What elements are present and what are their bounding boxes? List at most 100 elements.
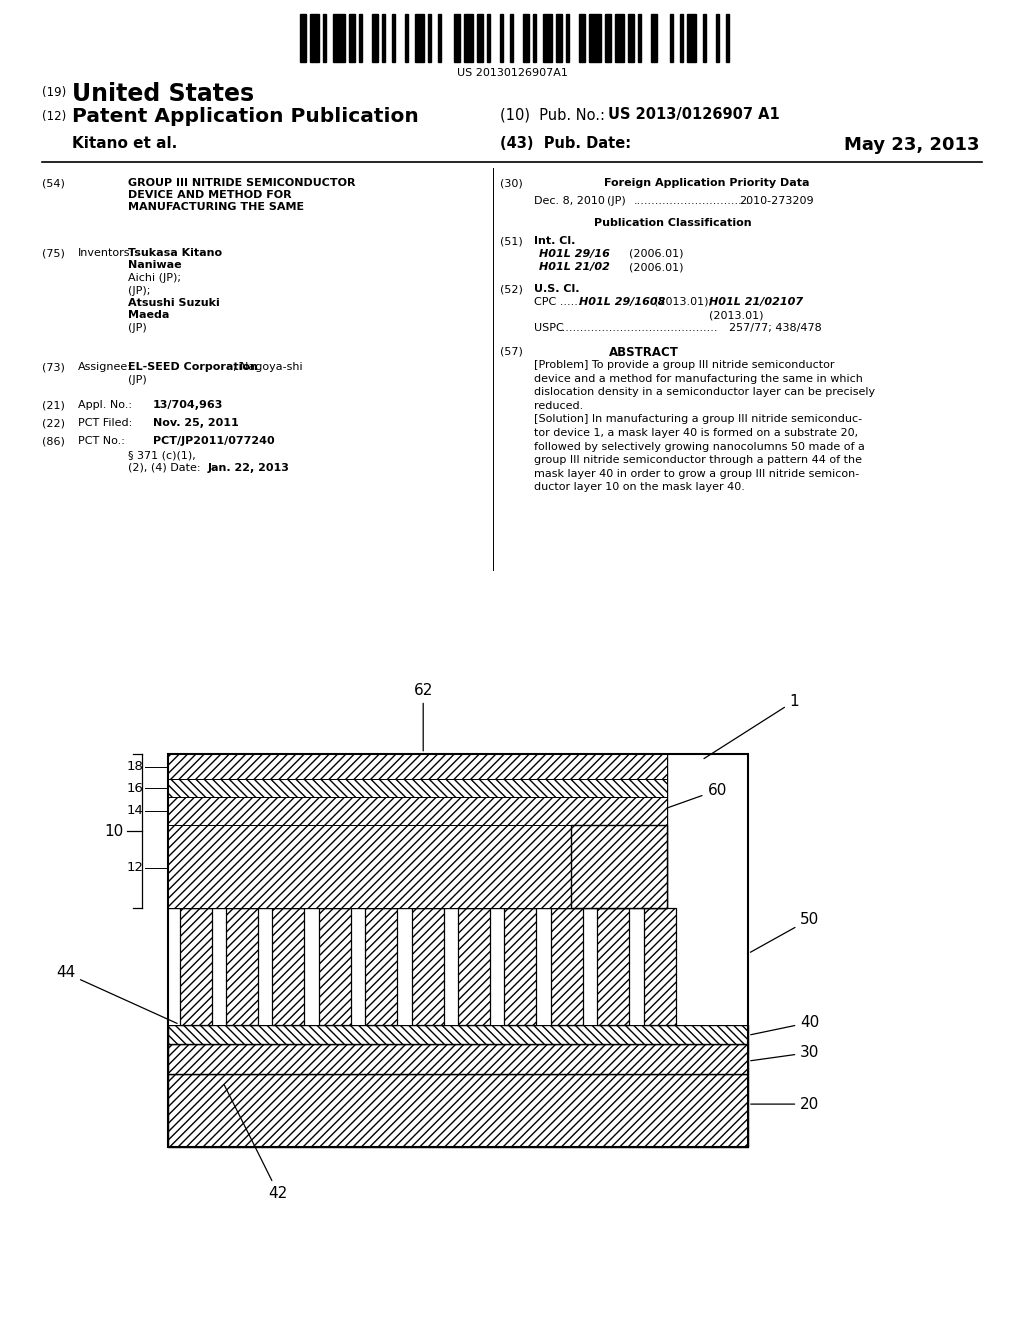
Bar [597,908,629,1024]
Text: 42: 42 [224,1085,288,1201]
Text: (75): (75) [42,248,65,257]
Bar [168,1024,748,1044]
Text: 60: 60 [623,783,727,824]
Bar [638,15,641,62]
Text: (73): (73) [42,362,65,372]
Bar [458,908,489,1024]
Text: PCT/JP2011/077240: PCT/JP2011/077240 [153,436,274,446]
Text: ................................: ................................ [634,195,750,206]
Text: 14: 14 [127,804,144,817]
Text: 50: 50 [751,912,819,952]
Bar [168,797,667,825]
Bar [168,754,748,1147]
Bar [510,15,513,62]
Bar [310,15,319,62]
Text: 10: 10 [104,824,124,838]
Text: Patent Application Publication: Patent Application Publication [72,107,419,125]
Text: (54): (54) [42,178,65,187]
Bar [556,15,562,62]
Bar [300,15,306,62]
Text: 62: 62 [414,682,433,751]
Text: (JP): (JP) [607,195,626,206]
Text: ABSTRACT: ABSTRACT [609,346,679,359]
Bar [412,908,443,1024]
Bar [628,15,634,62]
Text: [Problem] To provide a group III nitride semiconductor
device and a method for m: [Problem] To provide a group III nitride… [534,360,876,492]
Bar [523,15,529,62]
Bar [716,15,719,62]
Bar [703,15,706,62]
Text: Aichi (JP);: Aichi (JP); [128,273,184,282]
Text: Kitano et al.: Kitano et al. [72,136,177,150]
Bar [651,15,657,62]
Text: PCT No.:: PCT No.: [78,436,125,446]
Text: (86): (86) [42,436,65,446]
Bar [318,908,350,1024]
Bar [428,15,431,62]
Text: USPC: USPC [534,323,564,333]
Bar [551,908,583,1024]
Bar [366,908,397,1024]
Text: Jan. 22, 2013: Jan. 22, 2013 [208,463,290,473]
Text: 18: 18 [127,760,144,774]
Bar [372,15,378,62]
Bar [168,754,667,779]
Bar [579,15,585,62]
Bar [566,15,569,62]
Bar [168,825,667,908]
Bar [382,15,385,62]
Text: (12): (12) [42,110,67,123]
Bar [543,15,552,62]
Text: 30: 30 [751,1045,819,1061]
Text: US 20130126907A1: US 20130126907A1 [457,69,567,78]
Text: H01L 21/02: H01L 21/02 [539,261,610,272]
Bar [464,15,473,62]
Text: CPC ......: CPC ...... [534,297,582,308]
Bar [487,15,490,62]
Bar [477,15,483,62]
Text: MANUFACTURING THE SAME: MANUFACTURING THE SAME [128,202,304,213]
Text: Int. Cl.: Int. Cl. [534,236,575,246]
Bar [438,15,441,62]
Text: Naniwae: Naniwae [128,260,181,271]
Text: (2013.01);: (2013.01); [654,297,712,308]
Text: (51): (51) [500,236,522,246]
Text: H01L 29/16: H01L 29/16 [539,249,610,259]
Text: (2006.01): (2006.01) [629,249,683,259]
Bar [534,15,536,62]
Bar [415,15,424,62]
Text: ............................................: ........................................… [559,323,719,333]
Bar [454,15,460,62]
Text: Inventors:: Inventors: [78,248,134,257]
Text: , Nagoya-shi: , Nagoya-shi [233,362,303,372]
Text: (52): (52) [500,284,523,294]
Bar [168,1074,748,1147]
Text: (JP);: (JP); [128,285,154,296]
Bar [323,15,326,62]
Text: (57): (57) [500,346,523,356]
Text: US 2013/0126907 A1: US 2013/0126907 A1 [608,107,779,121]
Bar [226,908,258,1024]
Text: U.S. Cl.: U.S. Cl. [534,284,580,294]
Text: (2006.01): (2006.01) [629,261,683,272]
Bar [168,1044,748,1074]
Bar [179,908,212,1024]
Bar [168,779,667,797]
Bar [687,15,696,62]
Text: May 23, 2013: May 23, 2013 [845,136,980,154]
Text: 13/704,963: 13/704,963 [153,400,223,411]
Bar [272,908,304,1024]
Bar [406,15,408,62]
Text: 40: 40 [751,1015,819,1035]
Text: (30): (30) [500,178,522,187]
Text: United States: United States [72,82,254,106]
Text: PCT Filed:: PCT Filed: [78,418,132,428]
Text: 257/77; 438/478: 257/77; 438/478 [729,323,821,333]
Text: Assignee:: Assignee: [78,362,132,372]
Text: § 371 (c)(1),: § 371 (c)(1), [128,450,196,459]
Bar [168,908,748,1024]
Bar [680,15,683,62]
Text: 44: 44 [56,965,177,1023]
Bar [644,908,676,1024]
Text: 1: 1 [703,693,799,759]
